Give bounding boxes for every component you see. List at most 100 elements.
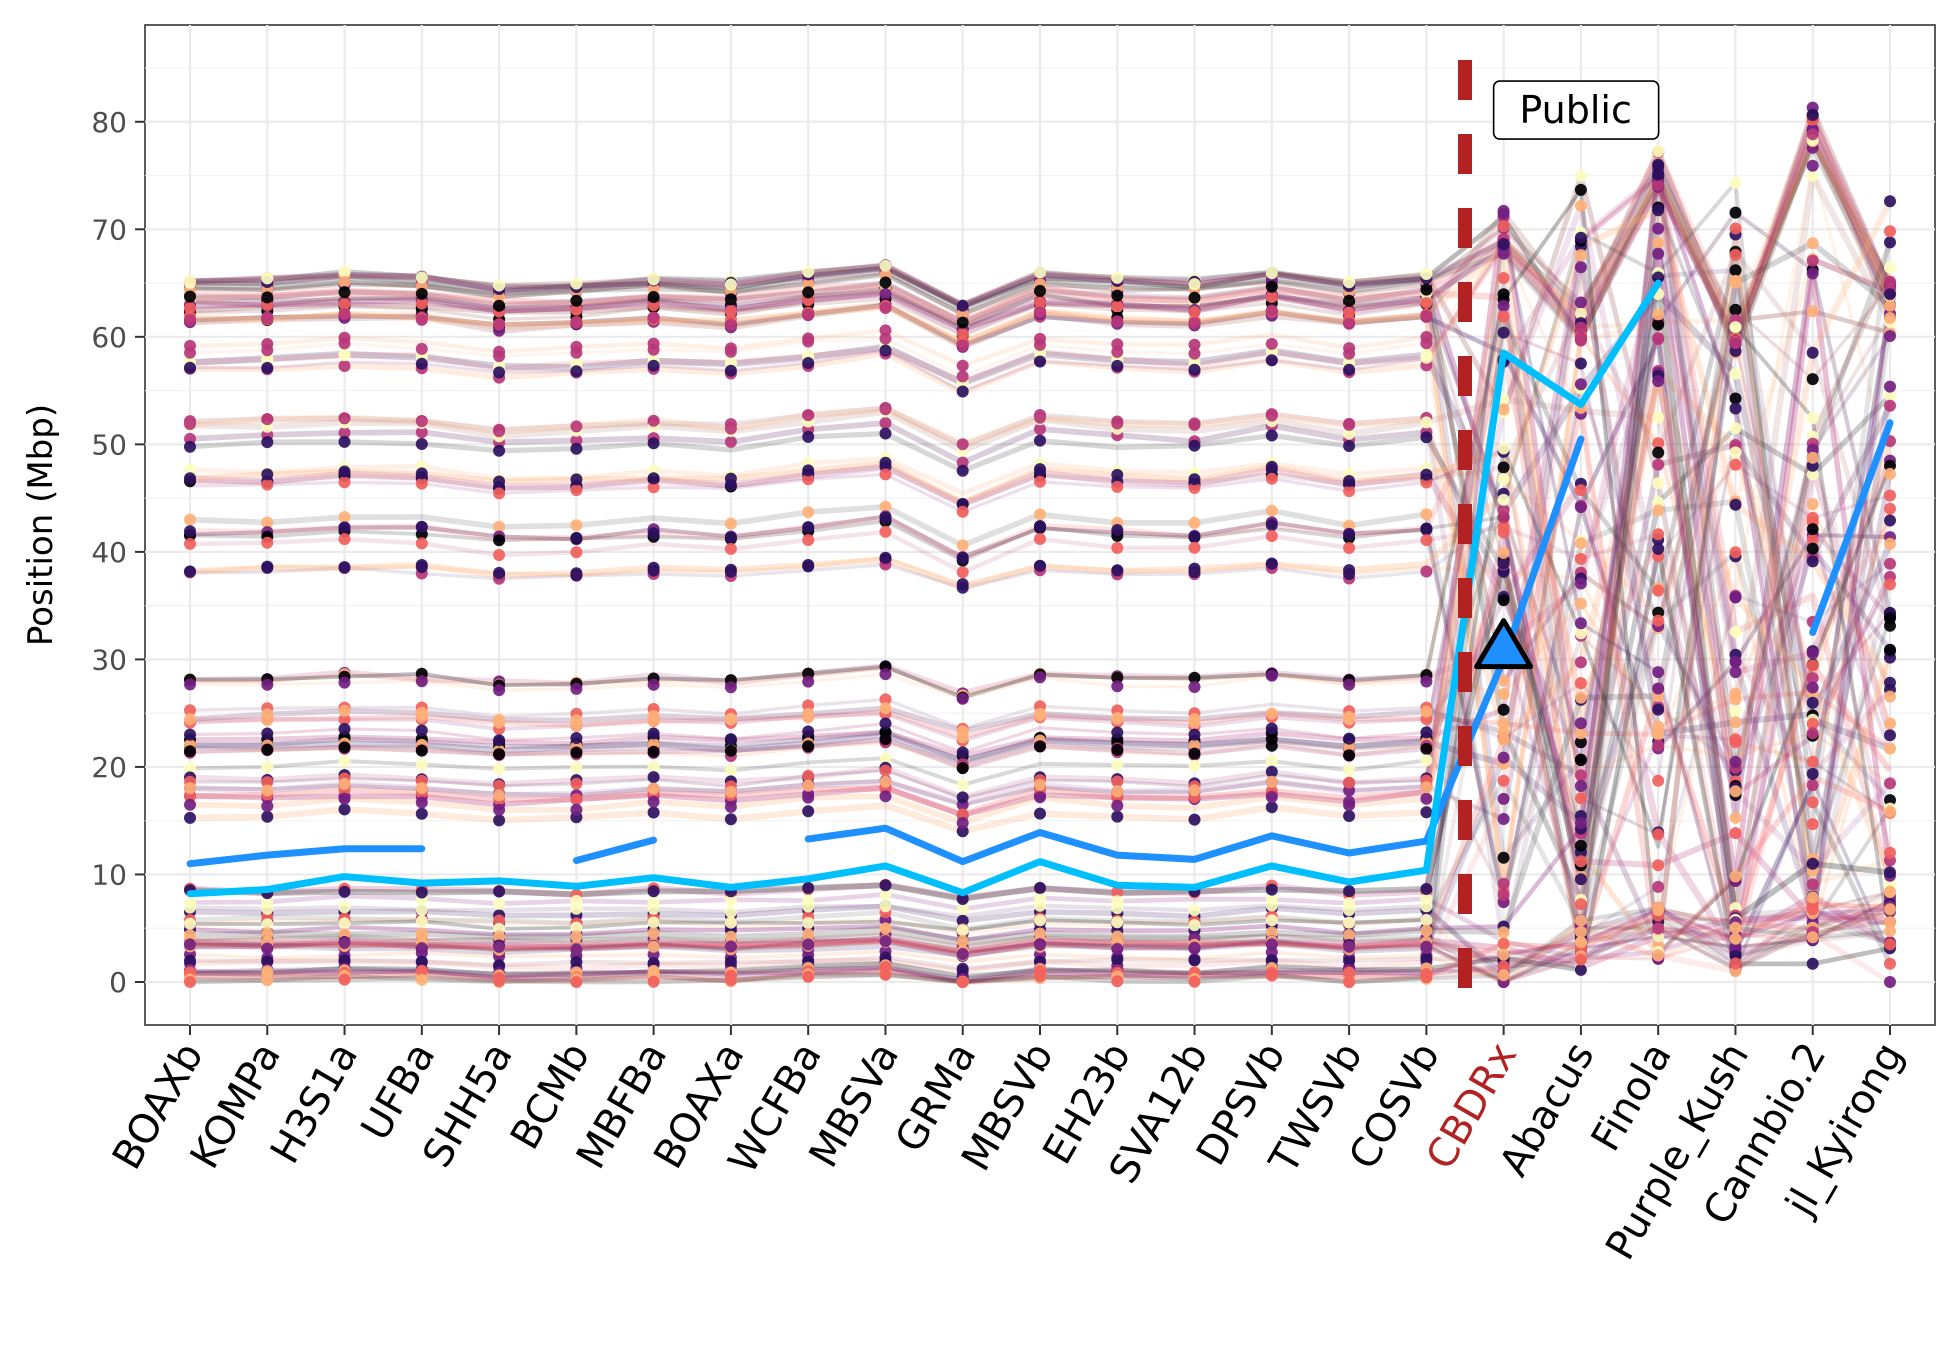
background-point	[1034, 914, 1046, 927]
background-point	[1729, 402, 1742, 415]
background-point	[1806, 818, 1819, 831]
background-point	[1497, 238, 1510, 251]
background-point	[724, 342, 737, 355]
background-point	[1343, 427, 1356, 440]
background-point	[1652, 179, 1665, 191]
background-point	[570, 546, 583, 559]
background-point	[1420, 914, 1433, 926]
background-point	[570, 340, 583, 353]
background-point	[1343, 542, 1356, 554]
background-point	[1574, 936, 1587, 949]
background-point	[956, 935, 969, 947]
background-point	[1574, 617, 1587, 630]
background-point	[1265, 291, 1278, 303]
background-point	[802, 357, 815, 369]
background-point	[1652, 375, 1665, 388]
background-point	[1884, 299, 1896, 312]
background-point	[1265, 883, 1278, 896]
background-point	[1188, 941, 1201, 954]
background-point	[1806, 796, 1819, 809]
background-point	[1497, 877, 1510, 890]
background-point	[1034, 707, 1046, 720]
background-point	[493, 734, 506, 747]
background-point	[570, 761, 583, 773]
background-point	[1652, 237, 1665, 250]
background-point	[1265, 765, 1278, 778]
background-point	[1265, 267, 1278, 280]
background-point	[415, 297, 428, 310]
background-point	[1343, 764, 1356, 777]
background-point	[1343, 885, 1356, 898]
background-point	[1343, 528, 1356, 541]
background-point	[415, 342, 428, 355]
background-point	[1188, 418, 1201, 431]
background-point	[1111, 799, 1124, 812]
background-point	[1884, 925, 1896, 938]
background-point	[802, 725, 815, 738]
background-point	[1188, 347, 1201, 360]
background-point	[1884, 612, 1896, 625]
background-point	[1652, 739, 1665, 752]
background-point	[1574, 199, 1587, 212]
y-tick-label: 10	[91, 858, 127, 891]
background-point	[570, 316, 583, 329]
background-point	[1729, 705, 1742, 717]
background-point	[1497, 751, 1510, 764]
background-point	[1652, 859, 1665, 872]
background-point	[1111, 953, 1124, 966]
highlight-series	[186, 279, 1894, 898]
background-point	[1497, 220, 1510, 233]
background-point	[1265, 472, 1278, 485]
background-point	[802, 560, 815, 573]
background-point	[415, 537, 428, 550]
background-point	[1497, 204, 1510, 217]
background-point	[879, 922, 892, 935]
background-point	[956, 385, 969, 398]
background-line-59	[189, 331, 1892, 754]
background-point	[879, 879, 892, 892]
background-point	[1729, 811, 1742, 824]
background-point	[724, 764, 737, 777]
background-point	[1497, 442, 1510, 455]
background-point	[1034, 807, 1046, 820]
background-point	[493, 299, 506, 312]
background-point	[184, 339, 196, 352]
background-point	[261, 560, 274, 573]
background-point	[1497, 272, 1510, 284]
background-point	[1884, 976, 1896, 988]
background-point	[184, 525, 196, 538]
background-point	[415, 357, 428, 370]
background-point	[493, 444, 506, 457]
background-point	[1574, 597, 1587, 610]
background-point	[1034, 266, 1046, 279]
background-point	[1188, 759, 1201, 772]
background-point	[415, 520, 428, 533]
background-point	[1806, 267, 1819, 280]
background-point	[1034, 475, 1046, 488]
background-point	[1420, 924, 1433, 937]
background-point	[1574, 357, 1587, 370]
background-point	[1652, 584, 1665, 597]
background-point	[261, 974, 274, 987]
background-point	[1343, 276, 1356, 289]
background-point	[1420, 283, 1433, 296]
background-point	[1111, 743, 1124, 756]
background-point	[1497, 688, 1510, 700]
background-point	[1652, 318, 1665, 331]
background-point	[1111, 271, 1124, 284]
background-point	[493, 762, 506, 775]
background-point	[1343, 929, 1356, 941]
background-point	[415, 675, 428, 688]
background-point	[1729, 303, 1742, 316]
background-point	[802, 464, 815, 477]
background-point	[956, 893, 969, 905]
background-point	[1111, 524, 1124, 536]
background-point	[338, 476, 351, 489]
background-point	[1729, 733, 1742, 746]
background-point	[338, 331, 351, 344]
background-point	[1188, 291, 1201, 304]
background-point	[1884, 557, 1896, 570]
highlight-series-1	[186, 279, 1662, 898]
background-point	[1343, 799, 1356, 812]
background-point	[1497, 851, 1510, 864]
